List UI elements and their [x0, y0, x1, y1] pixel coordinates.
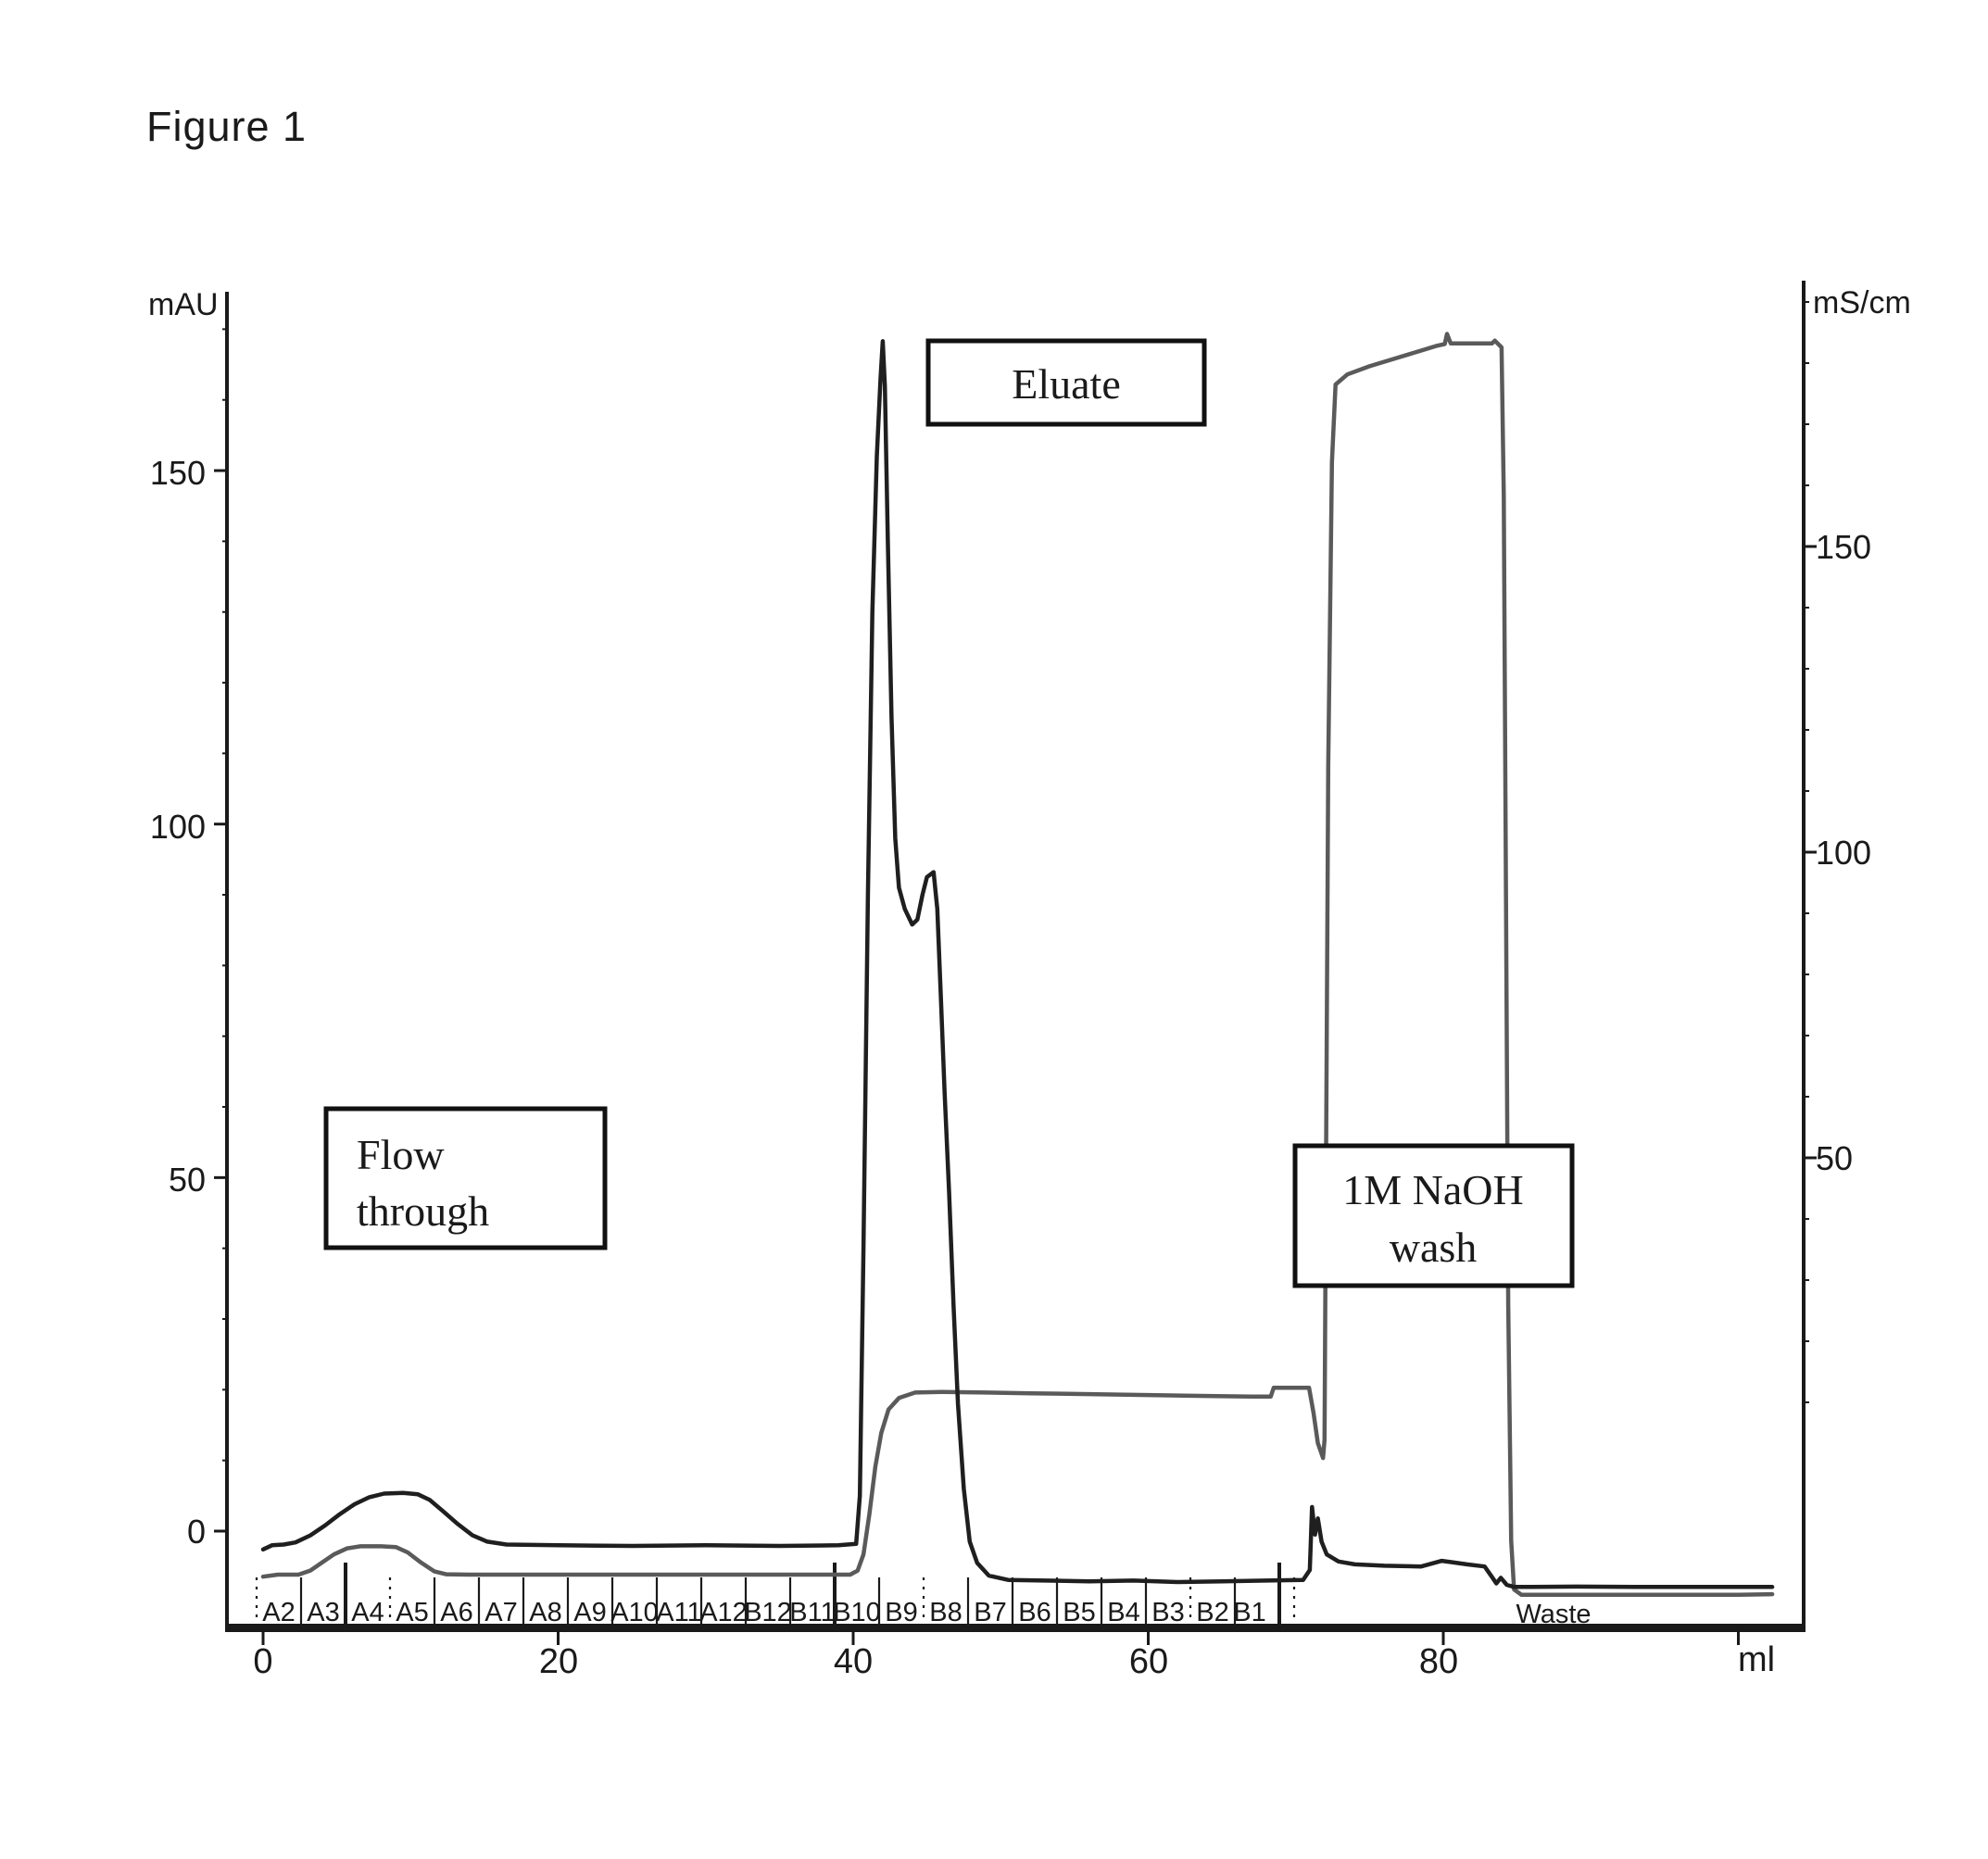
flow-through-box: Flow through: [323, 1106, 608, 1250]
fraction-label: A9: [573, 1598, 606, 1627]
x-tick-20: 20: [539, 1642, 578, 1681]
fraction-label: A6: [440, 1598, 472, 1627]
x-tick-40: 40: [834, 1642, 873, 1681]
fraction-label: A4: [351, 1598, 384, 1627]
left-axis-unit: mAU: [148, 287, 219, 322]
naoh-label-line1: 1M NaOH: [1342, 1166, 1523, 1213]
conductivity-curve: [260, 332, 1775, 1598]
x-tick-60: 60: [1129, 1642, 1168, 1681]
right-axis-ticks: 150 100 50: [1816, 528, 1871, 1177]
right-tick-50: 50: [1816, 1139, 1853, 1177]
left-axis-ticks: 150 100 50 0: [150, 454, 206, 1551]
uv-absorbance-curve: [260, 339, 1775, 1589]
x-axis-unit: ml: [1738, 1640, 1775, 1679]
left-tick-150: 150: [150, 454, 206, 492]
fraction-label: B8: [929, 1598, 962, 1627]
fraction-label: B6: [1018, 1598, 1051, 1627]
fraction-label: A3: [307, 1598, 339, 1627]
fraction-label: B10: [833, 1598, 881, 1627]
fraction-label: B3: [1151, 1598, 1184, 1627]
right-tick-150: 150: [1816, 528, 1871, 566]
bottom-axis-ticks: 0 20 40 60 80 ml: [253, 1640, 1775, 1681]
right-axis-unit: mS/cm: [1813, 285, 1911, 320]
right-tick-100: 100: [1816, 834, 1871, 872]
fraction-label: A5: [396, 1598, 428, 1627]
fraction-label: B11: [789, 1598, 835, 1627]
eluate-label: Eluate: [1012, 360, 1121, 408]
plot-frame: [225, 281, 1806, 1632]
fraction-label: A10: [610, 1598, 659, 1627]
fraction-label: B4: [1107, 1598, 1139, 1627]
naoh-label-line2: wash: [1390, 1224, 1478, 1271]
left-axis-line: [225, 292, 229, 1630]
left-tick-50: 50: [169, 1161, 206, 1199]
fraction-label: A2: [262, 1598, 295, 1627]
bottom-axis-line: [225, 1624, 1806, 1632]
fraction-label: A11: [656, 1598, 701, 1627]
fraction-label: B2: [1196, 1598, 1228, 1627]
fraction-label: B9: [885, 1598, 917, 1627]
flow-through-label-line2: through: [357, 1187, 489, 1235]
x-tick-0: 0: [253, 1642, 272, 1681]
waste-label: Waste: [1516, 1600, 1591, 1629]
fraction-label: A8: [529, 1598, 561, 1627]
left-tick-100: 100: [150, 808, 206, 846]
fraction-label: B1: [1233, 1598, 1265, 1627]
fraction-label: A7: [484, 1598, 517, 1627]
naoh-wash-box: 1M NaOH wash: [1292, 1143, 1575, 1288]
fraction-label: A12: [699, 1598, 748, 1627]
eluate-box: Eluate: [925, 338, 1207, 427]
figure-title: Figure 1: [146, 103, 307, 150]
flow-through-label-line1: Flow: [357, 1131, 445, 1178]
x-tick-80: 80: [1419, 1642, 1458, 1681]
fraction-label: B12: [744, 1598, 792, 1627]
fraction-label: B5: [1063, 1598, 1095, 1627]
fraction-label: B7: [974, 1598, 1006, 1627]
left-tick-0: 0: [187, 1513, 206, 1551]
right-axis-line: [1802, 281, 1806, 1630]
axis-tick-marks: [214, 301, 1817, 1645]
